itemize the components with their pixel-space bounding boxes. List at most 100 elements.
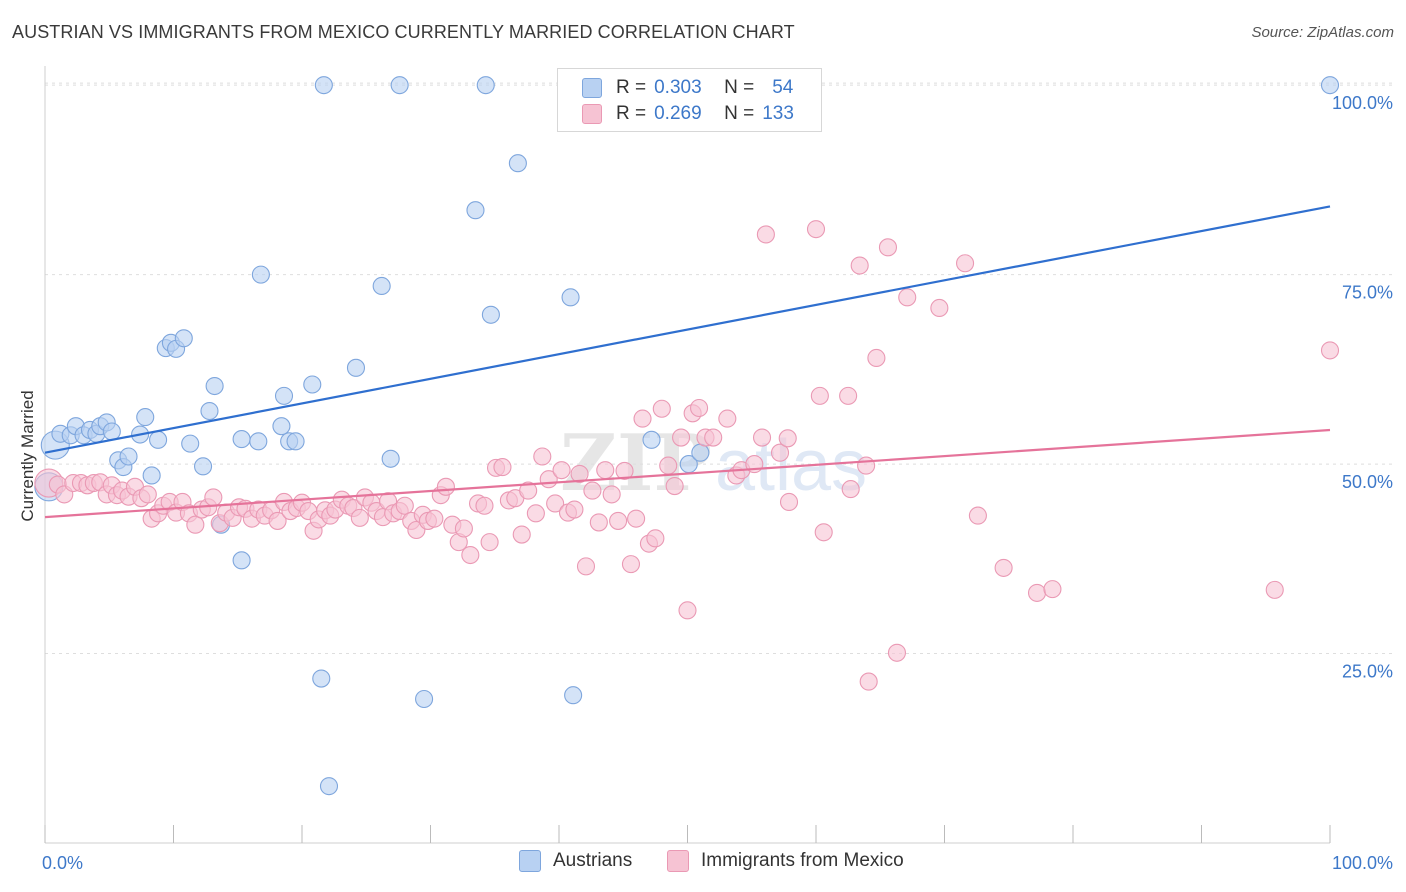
mexico-point xyxy=(519,481,538,500)
mexico-swatch xyxy=(582,104,602,124)
mexico-trend-line xyxy=(44,428,1331,519)
mexico-point xyxy=(546,494,565,513)
r-label: R = xyxy=(616,77,647,98)
mexico-point xyxy=(665,477,684,496)
mexico-point xyxy=(425,509,444,528)
austrians-point xyxy=(303,375,322,394)
austrians-point xyxy=(319,777,339,796)
mexico-point xyxy=(770,443,790,462)
gridlines xyxy=(45,82,1392,655)
mexico-point xyxy=(350,508,369,527)
mexico-point xyxy=(268,511,287,530)
austrians-swatch xyxy=(582,78,602,98)
mexico-point xyxy=(887,643,907,662)
mexico-point xyxy=(565,500,584,519)
mexico-point xyxy=(1265,580,1284,599)
legend-item-austrians[interactable]: Austrians xyxy=(519,850,632,872)
austrians-point xyxy=(508,154,527,173)
n-value: 133 xyxy=(762,103,794,124)
austrians-trend-line xyxy=(44,205,1331,454)
mexico-point xyxy=(186,515,205,534)
mexico-point xyxy=(850,256,869,275)
mexico-point xyxy=(1320,341,1340,360)
mexico-point xyxy=(659,456,678,475)
mexico-point xyxy=(609,511,628,530)
mexico-point xyxy=(841,480,860,499)
mexico-point xyxy=(461,545,480,565)
n-value: 54 xyxy=(772,77,794,98)
mexico-point xyxy=(690,398,709,418)
austrians-point xyxy=(205,376,224,396)
mexico-point xyxy=(204,488,223,507)
austrians-point xyxy=(372,276,391,296)
mexico-point xyxy=(454,519,473,538)
mexico-point xyxy=(806,220,826,239)
mexico-point xyxy=(493,458,512,477)
mexico-point xyxy=(718,409,737,428)
mexico-point xyxy=(552,461,571,480)
mexico-point xyxy=(878,238,898,257)
legend-label-mexico: Immigrants from Mexico xyxy=(701,850,904,871)
mexico-point xyxy=(930,298,949,318)
mexico-point xyxy=(994,558,1013,577)
source-credit: Source: ZipAtlas.com xyxy=(1251,24,1394,41)
mexico-point xyxy=(570,464,589,483)
mexico-point xyxy=(395,496,414,515)
austrians-point xyxy=(691,443,710,462)
mexico-point xyxy=(672,428,691,447)
mexico-point xyxy=(778,429,797,448)
austrians-point xyxy=(1320,76,1340,95)
austrians-point xyxy=(174,329,193,348)
austrians-point xyxy=(232,551,251,570)
austrians-point xyxy=(119,447,138,466)
x-tick-label-max: 100.0% xyxy=(1332,853,1393,873)
austrians-point xyxy=(381,449,400,468)
austrians-point xyxy=(481,305,500,324)
mexico-point xyxy=(704,428,723,447)
austrians-point xyxy=(415,689,434,709)
legend-label-austrians: Austrians xyxy=(553,850,633,871)
mexico-point xyxy=(752,428,772,447)
mexico-point xyxy=(857,456,876,475)
mexico-point xyxy=(627,509,646,528)
mexico-point xyxy=(646,529,665,548)
mexico-point xyxy=(512,525,531,544)
mexico-point xyxy=(526,504,545,523)
austrians-point xyxy=(232,430,251,449)
correlation-stats-box: R = 0.303 N = 54 R = 0.269 N = 133 xyxy=(557,68,822,132)
mexico-point xyxy=(589,513,608,532)
tick-labels: 25.0% 50.0% 75.0% 100.0% 0.0% 100.0% xyxy=(42,93,1393,873)
mexico-point xyxy=(436,477,455,496)
austrians-point xyxy=(272,417,291,436)
austrians-point xyxy=(314,76,333,95)
x-tick-label-min: 0.0% xyxy=(42,853,83,873)
mexico-point xyxy=(678,601,697,620)
mexico-point xyxy=(859,672,878,691)
austrians-point xyxy=(564,686,583,705)
r-value: 0.269 xyxy=(654,103,702,124)
austrians-point xyxy=(476,76,495,95)
mexico-point xyxy=(652,399,671,418)
mexico-point xyxy=(583,481,602,500)
r-label: R = xyxy=(616,103,647,124)
mexico-point xyxy=(1027,583,1047,602)
mexico-point xyxy=(779,492,799,512)
austrians-point xyxy=(181,434,200,453)
legend-item-mexico[interactable]: Immigrants from Mexico xyxy=(667,850,904,872)
mexico-point xyxy=(475,496,494,515)
austrians-legend-swatch xyxy=(519,850,541,872)
stats-row-mexico: R = 0.269 N = 133 xyxy=(582,101,794,127)
mexico-point xyxy=(633,409,652,428)
austrians-point xyxy=(251,265,270,284)
n-label: N = xyxy=(724,77,755,98)
mexico-point xyxy=(956,254,975,273)
n-label: N = xyxy=(724,103,755,124)
austrians-point xyxy=(136,408,155,427)
austrians-point xyxy=(194,457,213,476)
mexico-point xyxy=(138,485,157,504)
mexico-point xyxy=(839,386,858,405)
mexico-point xyxy=(810,386,829,405)
y-tick-label: 100.0% xyxy=(1332,93,1393,113)
mexico-point xyxy=(898,288,917,307)
